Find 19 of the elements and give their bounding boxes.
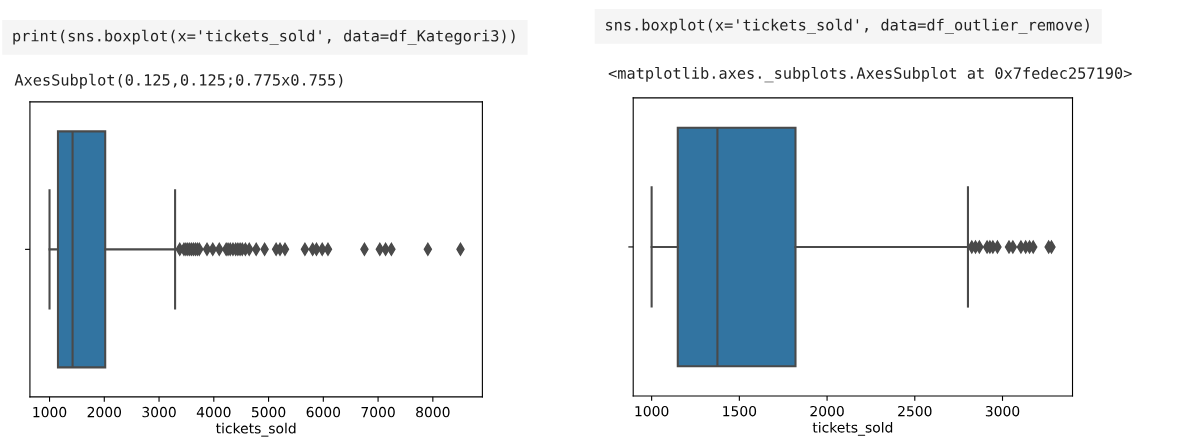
x-tick-label: 4000 bbox=[196, 406, 231, 418]
x-tick-label: 2500 bbox=[898, 405, 932, 417]
text: sns.boxplot(x='tickets_sold', data=df_outlier_remove) bbox=[606, 18, 1089, 34]
x-axis-title: tickets_sold bbox=[812, 421, 893, 436]
x-tick-label: 1000 bbox=[33, 406, 67, 418]
text: print(sns.boxplot(x='tickets_sold', data=df_Kategori3)) bbox=[13, 29, 515, 45]
x-tick-label: 7000 bbox=[361, 406, 395, 418]
x-tick-label: 8000 bbox=[416, 406, 450, 418]
x-axis-title: tickets_sold bbox=[216, 422, 296, 437]
text: AxesSubplot(0.125,0.125;0.775x0.755) bbox=[14, 73, 343, 89]
text: <matplotlib.axes._subplots.AxesSubplot at 0x7fedec257190> bbox=[608, 66, 1132, 83]
x-tick-label: 1500 bbox=[723, 405, 757, 417]
x-tick-label: 3000 bbox=[142, 406, 176, 418]
x-tick-label: 2000 bbox=[87, 406, 122, 418]
x-tick-label: 6000 bbox=[306, 406, 341, 418]
x-tick-label: 2000 bbox=[810, 405, 844, 417]
x-tick-label: 5000 bbox=[251, 406, 286, 418]
x-tick-label: 1000 bbox=[635, 405, 669, 417]
x-tick-label: 3000 bbox=[985, 405, 1020, 417]
